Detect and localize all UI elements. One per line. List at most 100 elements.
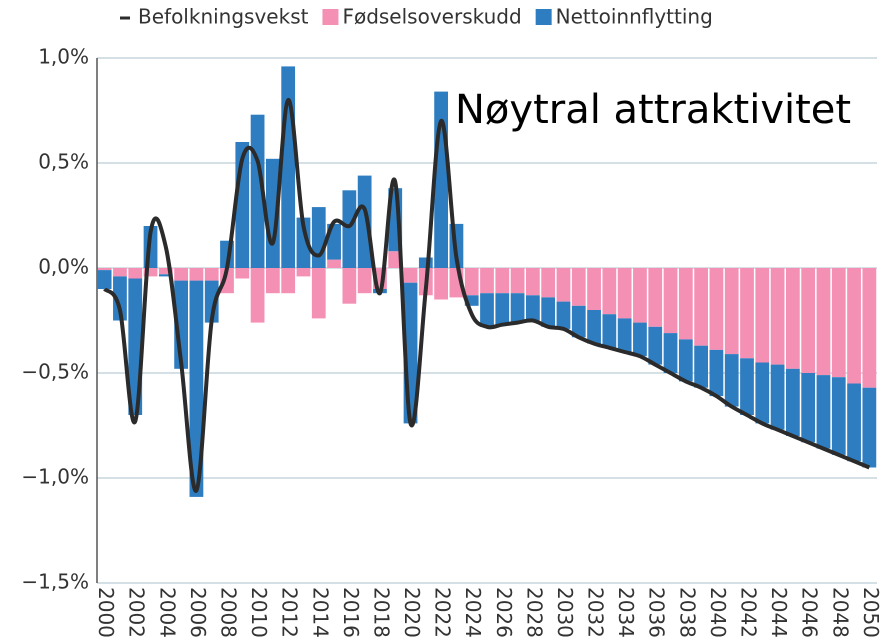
bar	[571, 305, 586, 338]
bar	[189, 268, 204, 281]
bar	[694, 345, 708, 388]
bar	[418, 257, 433, 268]
bar	[235, 268, 250, 279]
x-tick-label: 2004	[155, 587, 179, 638]
legend-label: Nettoinnflytting	[556, 5, 713, 29]
x-tick-label: 2032	[584, 587, 608, 638]
bar	[495, 293, 510, 325]
bar	[786, 368, 800, 436]
x-tick-label: 2046	[798, 587, 822, 638]
bar	[342, 190, 357, 268]
bar	[587, 268, 601, 310]
bar	[174, 268, 188, 281]
bar	[311, 268, 326, 319]
x-tick-label: 2010	[247, 587, 271, 638]
bar	[266, 268, 280, 294]
x-tick-label: 2030	[553, 587, 577, 638]
x-tick-label: 2050	[859, 587, 883, 638]
legend-label: Befolkningsvekst	[138, 5, 309, 29]
bar	[526, 295, 540, 321]
bar	[648, 326, 663, 365]
bar	[296, 268, 311, 277]
x-tick-label: 2000	[94, 587, 118, 638]
bar	[357, 175, 372, 268]
bar	[770, 268, 785, 365]
line	[103, 97, 871, 493]
bar	[571, 268, 586, 306]
bar	[831, 268, 846, 378]
x-tick-label: 2002	[125, 587, 149, 638]
x-tick-label: 2040	[706, 587, 730, 638]
x-tick-label: 2020	[400, 587, 424, 638]
bar	[663, 268, 678, 334]
bar	[633, 268, 647, 323]
bar	[740, 358, 754, 415]
legend-label: Fødselsoverskudd	[342, 5, 521, 29]
bar	[556, 301, 571, 329]
bar	[617, 268, 632, 319]
bar	[434, 268, 448, 300]
bar	[296, 217, 311, 268]
y-tick-label: 0,0%	[38, 255, 89, 279]
bar	[327, 259, 341, 268]
x-tick-label: 2012	[278, 587, 302, 638]
x-tick-label: 2042	[737, 587, 761, 638]
bar	[128, 268, 143, 279]
bar	[587, 310, 601, 344]
annotation: Nøytral attraktivitet	[455, 87, 851, 133]
bar	[480, 293, 494, 327]
x-tick-label: 2016	[339, 587, 363, 638]
x-tick-label: 2022	[431, 587, 455, 638]
bar	[434, 91, 448, 268]
bar	[724, 354, 739, 407]
x-tick-label: 2024	[461, 587, 485, 638]
bar	[755, 362, 770, 424]
bar	[158, 274, 173, 277]
x-tick-label: 2038	[675, 587, 699, 638]
bar	[541, 297, 556, 327]
bar	[342, 268, 357, 304]
bar	[357, 268, 372, 294]
bar	[311, 207, 326, 268]
bar	[113, 276, 127, 321]
bar	[678, 339, 693, 382]
bar	[510, 293, 525, 323]
bar	[770, 364, 785, 430]
y-tick-label: −0,5%	[21, 360, 89, 384]
bar	[204, 268, 219, 281]
bar	[158, 268, 173, 275]
bar	[709, 268, 724, 350]
bar	[831, 377, 846, 455]
y-tick-label: 1,0%	[38, 45, 89, 69]
bar	[602, 268, 617, 315]
bar	[143, 268, 158, 277]
x-tick-label: 2044	[767, 587, 791, 638]
bar	[847, 383, 861, 462]
bar	[281, 268, 296, 294]
bar	[480, 268, 494, 294]
bar	[617, 318, 632, 352]
bar	[204, 280, 219, 323]
bar	[862, 268, 877, 388]
bar	[403, 268, 418, 283]
bar	[801, 268, 816, 373]
legend-swatch	[322, 9, 339, 25]
bar	[709, 349, 724, 397]
bar	[556, 268, 571, 302]
bar	[526, 268, 540, 296]
bar	[694, 268, 708, 346]
bar	[801, 373, 816, 443]
x-tick-label: 2036	[645, 587, 669, 638]
bar	[740, 268, 754, 359]
y-tick-label: −1,0%	[21, 465, 89, 489]
bar	[602, 314, 617, 348]
x-tick-label: 2026	[492, 587, 516, 638]
bar	[97, 270, 112, 289]
bar	[816, 375, 831, 449]
bar	[97, 268, 112, 271]
y-tick-label: −1,5%	[21, 570, 89, 594]
bar	[755, 268, 770, 363]
x-tick-label: 2006	[186, 587, 210, 638]
bar	[862, 387, 877, 468]
